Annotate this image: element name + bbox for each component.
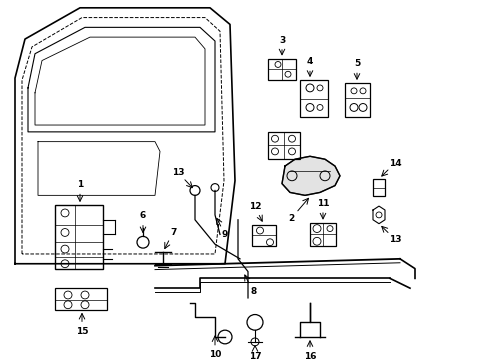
Text: 15: 15 — [76, 327, 88, 336]
Bar — [345, 83, 370, 117]
Text: 5: 5 — [354, 59, 360, 68]
Text: 7: 7 — [170, 228, 176, 237]
Bar — [252, 225, 276, 246]
Text: 8: 8 — [250, 287, 256, 296]
Text: 13: 13 — [389, 235, 401, 244]
Bar — [268, 59, 296, 80]
Text: 6: 6 — [140, 211, 146, 220]
Bar — [300, 80, 328, 117]
Bar — [373, 179, 385, 196]
Bar — [310, 223, 336, 246]
Text: 16: 16 — [304, 352, 316, 360]
Text: 10: 10 — [209, 350, 221, 359]
Text: 17: 17 — [249, 352, 261, 360]
Polygon shape — [282, 156, 340, 195]
Bar — [55, 205, 103, 269]
Text: 1: 1 — [77, 180, 83, 189]
Text: 12: 12 — [248, 202, 261, 211]
Text: 9: 9 — [222, 230, 228, 239]
Text: 2: 2 — [289, 214, 294, 223]
Text: 14: 14 — [389, 159, 401, 168]
Text: 11: 11 — [317, 199, 329, 208]
Text: 4: 4 — [307, 57, 313, 66]
Bar — [55, 288, 107, 310]
Bar — [268, 132, 300, 159]
Text: 13: 13 — [172, 168, 185, 177]
Text: 3: 3 — [279, 36, 285, 45]
